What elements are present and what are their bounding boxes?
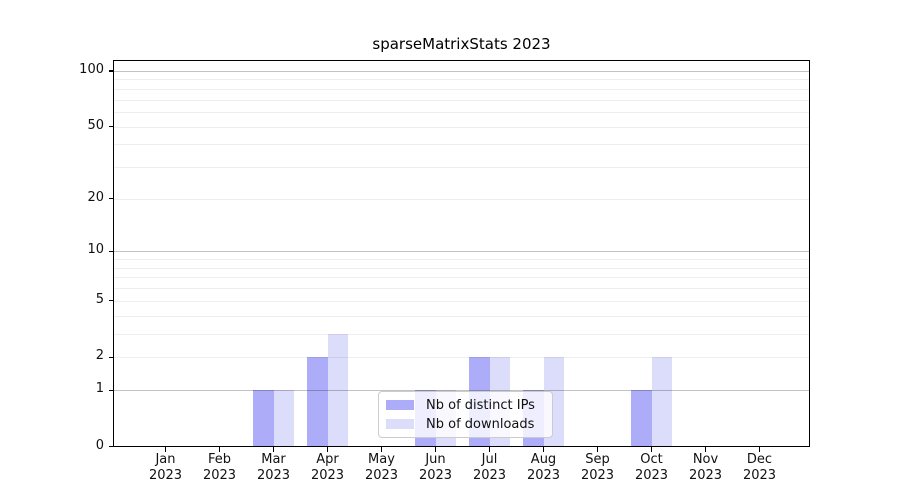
legend-label-downloads: Nb of downloads xyxy=(426,416,535,432)
gridline-minor xyxy=(113,167,810,169)
legend-label-distinct-ips: Nb of distinct IPs xyxy=(426,397,535,413)
x-tick xyxy=(218,447,221,452)
gridline-minor xyxy=(113,277,810,279)
legend-item-distinct-ips: Nb of distinct IPs xyxy=(386,398,544,413)
y-tick-label: 10 xyxy=(87,242,104,258)
gridline-minor xyxy=(113,259,810,261)
x-tick-label: Nov 2023 xyxy=(688,452,723,483)
y-tick xyxy=(108,356,113,358)
x-tick-label: Apr 2023 xyxy=(310,452,345,483)
x-tick-label: Jun 2023 xyxy=(418,452,453,483)
y-tick xyxy=(108,250,113,253)
x-tick-label: Jan 2023 xyxy=(148,452,183,483)
gridline-minor xyxy=(113,357,810,359)
y-tick-label: 50 xyxy=(87,117,104,133)
gridline-minor xyxy=(113,144,810,146)
x-tick-label: Mar 2023 xyxy=(256,452,291,483)
legend: Nb of distinct IPs Nb of downloads xyxy=(378,391,553,438)
y-tick-label: 1 xyxy=(95,381,104,397)
x-tick xyxy=(272,447,275,452)
y-tick-label: 0 xyxy=(95,437,104,453)
x-tick xyxy=(326,447,329,452)
y-tick xyxy=(108,389,113,391)
x-tick-label: Oct 2023 xyxy=(634,452,669,483)
x-tick-label: Feb 2023 xyxy=(202,452,237,483)
x-tick-label: Jul 2023 xyxy=(472,452,507,483)
x-tick-label: Dec 2023 xyxy=(742,452,777,483)
bar-downloads xyxy=(327,333,348,447)
gridline-minor xyxy=(113,315,810,317)
gridline-minor xyxy=(113,126,810,128)
bar-downloads xyxy=(651,357,672,447)
legend-swatch-downloads-icon xyxy=(386,419,414,429)
y-tick-label: 2 xyxy=(95,348,104,364)
y-tick-label: 20 xyxy=(87,189,104,205)
gridline-minor xyxy=(113,300,810,302)
gridline-minor xyxy=(113,267,810,269)
bar-distinct-ips xyxy=(307,357,328,447)
y-tick xyxy=(108,445,113,448)
y-tick xyxy=(108,198,113,200)
gridline-minor xyxy=(113,88,810,90)
gridline-major xyxy=(113,251,810,253)
x-tick xyxy=(704,447,707,452)
gridline-minor xyxy=(113,79,810,81)
chart-title: sparseMatrixStats 2023 xyxy=(372,35,551,53)
x-tick-label: Aug 2023 xyxy=(526,452,561,483)
gridline-major xyxy=(113,71,810,72)
y-tick xyxy=(108,125,113,128)
x-tick-label: Sep 2023 xyxy=(580,452,615,483)
gridline-minor xyxy=(113,288,810,290)
gridline-minor xyxy=(113,198,810,200)
plot-area xyxy=(113,60,810,447)
y-tick xyxy=(108,70,113,72)
x-tick-label: May 2023 xyxy=(364,452,399,483)
legend-swatch-distinct-ips-icon xyxy=(386,400,414,410)
x-tick xyxy=(488,447,491,452)
gridline-major xyxy=(113,390,810,392)
bar-downloads xyxy=(273,390,294,447)
x-tick xyxy=(650,447,653,452)
gridline-minor xyxy=(113,333,810,335)
gridline-minor xyxy=(113,112,810,114)
bar-distinct-ips xyxy=(253,390,274,447)
y-tick-label: 100 xyxy=(79,62,104,77)
plot-border xyxy=(113,60,810,447)
x-tick xyxy=(758,447,761,452)
gridline-minor xyxy=(113,99,810,101)
x-tick xyxy=(434,447,437,452)
y-tick-label: 5 xyxy=(95,291,104,307)
x-tick xyxy=(542,447,545,452)
y-tick xyxy=(108,300,113,302)
legend-item-downloads: Nb of downloads xyxy=(386,417,544,432)
x-tick xyxy=(596,447,599,452)
x-tick xyxy=(164,447,167,452)
bar-distinct-ips xyxy=(631,390,652,447)
x-tick xyxy=(380,447,383,452)
